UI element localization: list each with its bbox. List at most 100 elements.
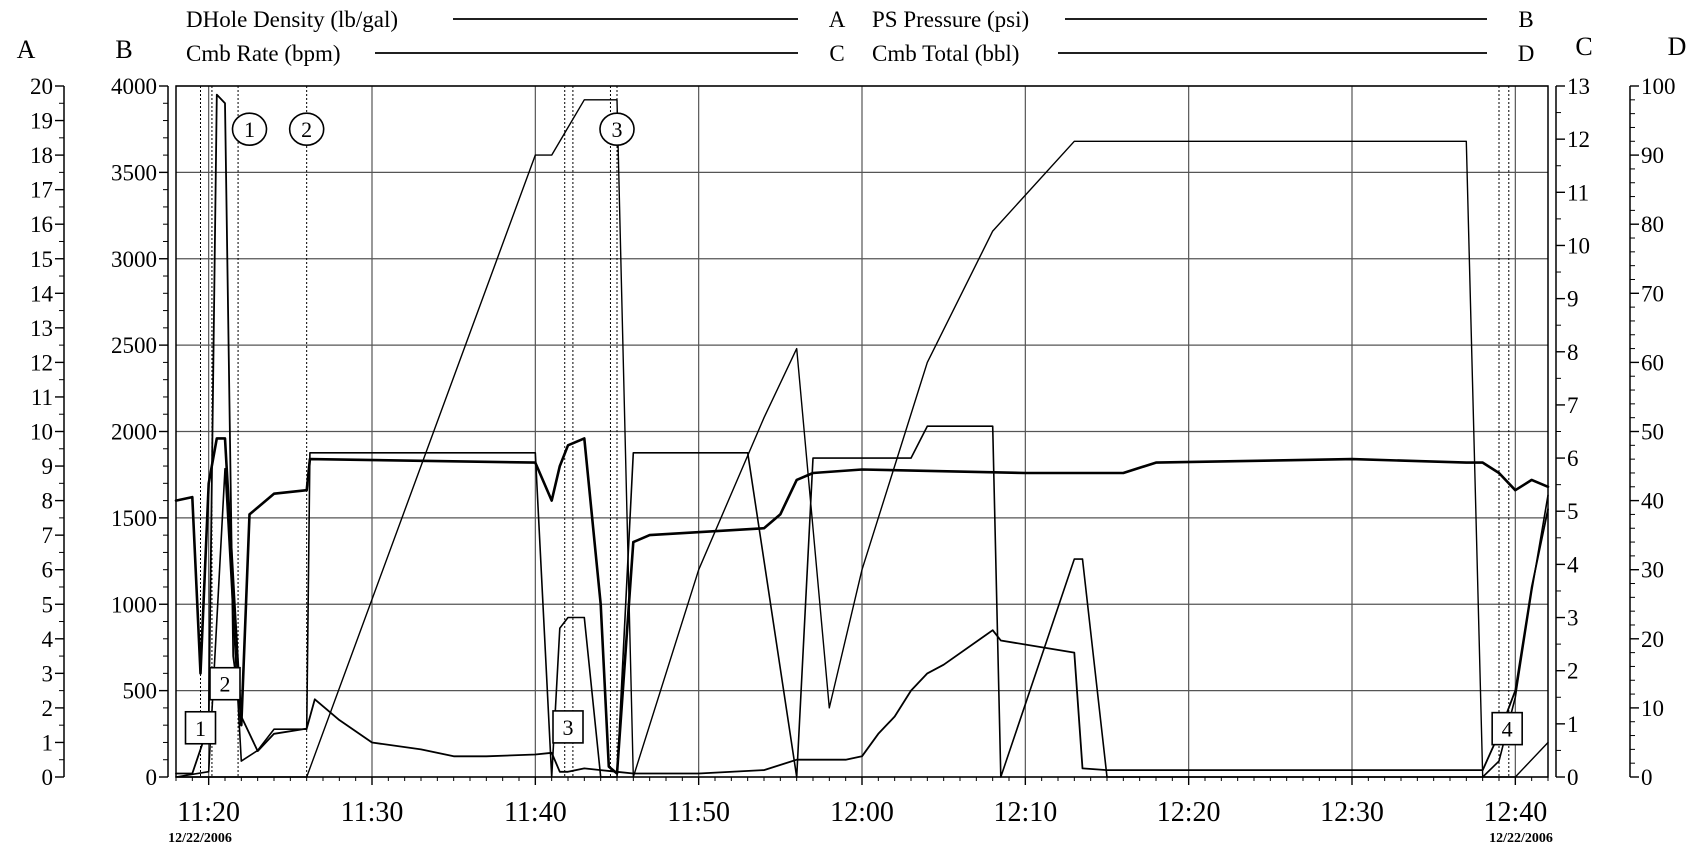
annotation-label: 1	[195, 716, 206, 741]
tick-label-a: 19	[30, 109, 53, 134]
tick-label-a: 9	[42, 454, 54, 479]
tick-label-d: 100	[1641, 74, 1676, 99]
tick-label-b: 3000	[111, 247, 157, 272]
x-tick-label: 12:20	[1157, 797, 1221, 828]
axis-titles: A B C D	[17, 32, 1687, 64]
grid	[175, 85, 1549, 778]
tick-label-b: 1000	[111, 592, 157, 617]
x-tick-label: 11:30	[341, 797, 404, 828]
tick-label-c: 5	[1567, 499, 1579, 524]
tick-label-a: 6	[42, 558, 54, 583]
tick-label-a: 7	[42, 523, 54, 548]
tick-label-c: 2	[1567, 659, 1579, 684]
legend-axis-letter: C	[829, 41, 844, 66]
tick-label-d: 60	[1641, 350, 1664, 375]
annotation-box	[552, 710, 584, 744]
tick-label-d: 20	[1641, 627, 1664, 652]
tick-label-d: 40	[1641, 489, 1664, 514]
tick-label-c: 7	[1567, 393, 1579, 418]
tick-label-a: 16	[30, 212, 53, 237]
tick-label-b: 0	[146, 765, 158, 790]
x-tick-label: 11:40	[504, 797, 567, 828]
tick-label-a: 18	[30, 143, 53, 168]
annotation-markers: 123 41 2 3	[184, 86, 1523, 777]
annotation-box	[209, 666, 241, 701]
tick-label-a: 12	[30, 350, 53, 375]
tick-label-c: 8	[1567, 340, 1579, 365]
tick-label-d: 0	[1641, 765, 1653, 790]
tick-label-a: 2	[42, 696, 54, 721]
axis-title-a: A	[17, 35, 36, 64]
tick-labels: 0123456789101112131415161718192005001000…	[30, 74, 1676, 846]
annotation-circle	[599, 112, 635, 146]
legend-label: Cmb Rate (bpm)	[186, 41, 341, 66]
x-tick-label: 12:40	[1483, 797, 1547, 828]
tick-label-b: 2500	[111, 333, 157, 358]
tick-label-a: 10	[30, 420, 53, 445]
tick-label-c: 4	[1567, 552, 1579, 577]
legend-axis-letter: A	[829, 7, 846, 32]
annotation-circle	[231, 112, 268, 146]
tick-label-a: 13	[30, 316, 53, 341]
tick-label-c: 12	[1567, 127, 1590, 152]
x-tick-label: 12:30	[1320, 797, 1384, 828]
legend-label: DHole Density (lb/gal)	[186, 7, 398, 32]
tick-label-d: 70	[1641, 281, 1664, 306]
annotation-box	[1491, 711, 1523, 746]
legend: DHole Density (lb/gal) A PS Pressure (psi)…	[186, 7, 1534, 66]
x-tick-label: 12:10	[993, 797, 1057, 828]
x-tick-label: 11:50	[667, 797, 730, 828]
annotation-label: 2	[220, 672, 231, 697]
tick-label-b: 1500	[111, 506, 157, 531]
legend-axis-letter: B	[1518, 7, 1533, 32]
annotation-label: 2	[301, 117, 312, 142]
x-tick-label: 12:00	[830, 797, 894, 828]
tick-label-b: 500	[123, 679, 158, 704]
annotation-label: 4	[1502, 717, 1513, 742]
tick-label-d: 10	[1641, 696, 1664, 721]
annotation-label: 3	[563, 715, 574, 740]
tick-label-c: 0	[1567, 765, 1579, 790]
tick-label-c: 3	[1567, 606, 1579, 631]
tick-label-b: 4000	[111, 74, 157, 99]
series-line-d	[175, 99, 1549, 778]
tick-label-a: 11	[31, 385, 53, 410]
legend-axis-letter: D	[1518, 41, 1535, 66]
tick-label-c: 9	[1567, 287, 1579, 312]
tick-label-c: 13	[1567, 74, 1590, 99]
tick-label-b: 3500	[111, 160, 157, 185]
tick-label-a: 8	[42, 489, 54, 514]
axis-title-d: D	[1668, 32, 1687, 61]
tick-label-d: 80	[1641, 212, 1664, 237]
tick-label-a: 3	[42, 661, 54, 686]
tick-label-c: 1	[1567, 712, 1579, 737]
annotation-box	[184, 710, 217, 745]
x-start-date: 12/22/2006	[168, 831, 232, 846]
series-line-b	[175, 93, 1549, 775]
annotation-circle	[288, 112, 325, 146]
tick-label-c: 11	[1567, 180, 1589, 205]
tick-label-a: 20	[30, 74, 53, 99]
series-line-a	[174, 437, 1550, 775]
tick-label-a: 14	[30, 281, 54, 306]
tick-label-c: 6	[1567, 446, 1579, 471]
tick-label-a: 0	[42, 765, 54, 790]
legend-label: Cmb Total (bbl)	[872, 41, 1019, 66]
legend-label: PS Pressure (psi)	[872, 7, 1029, 32]
annotation-label: 1	[244, 117, 255, 142]
axis-title-b: B	[115, 35, 132, 64]
tick-label-a: 5	[42, 592, 54, 617]
tick-label-d: 30	[1641, 558, 1664, 583]
series-group	[174, 93, 1550, 778]
tick-label-b: 2000	[111, 420, 157, 445]
tick-label-a: 17	[30, 178, 53, 203]
tick-label-d: 90	[1641, 143, 1664, 168]
tick-label-a: 1	[42, 730, 54, 755]
tick-label-d: 50	[1641, 420, 1664, 445]
x-end-date: 12/22/2006	[1489, 831, 1553, 846]
series-line-c	[175, 425, 1549, 778]
tick-label-a: 4	[42, 627, 54, 652]
tick-label-c: 10	[1567, 233, 1590, 258]
tick-label-a: 15	[30, 247, 53, 272]
